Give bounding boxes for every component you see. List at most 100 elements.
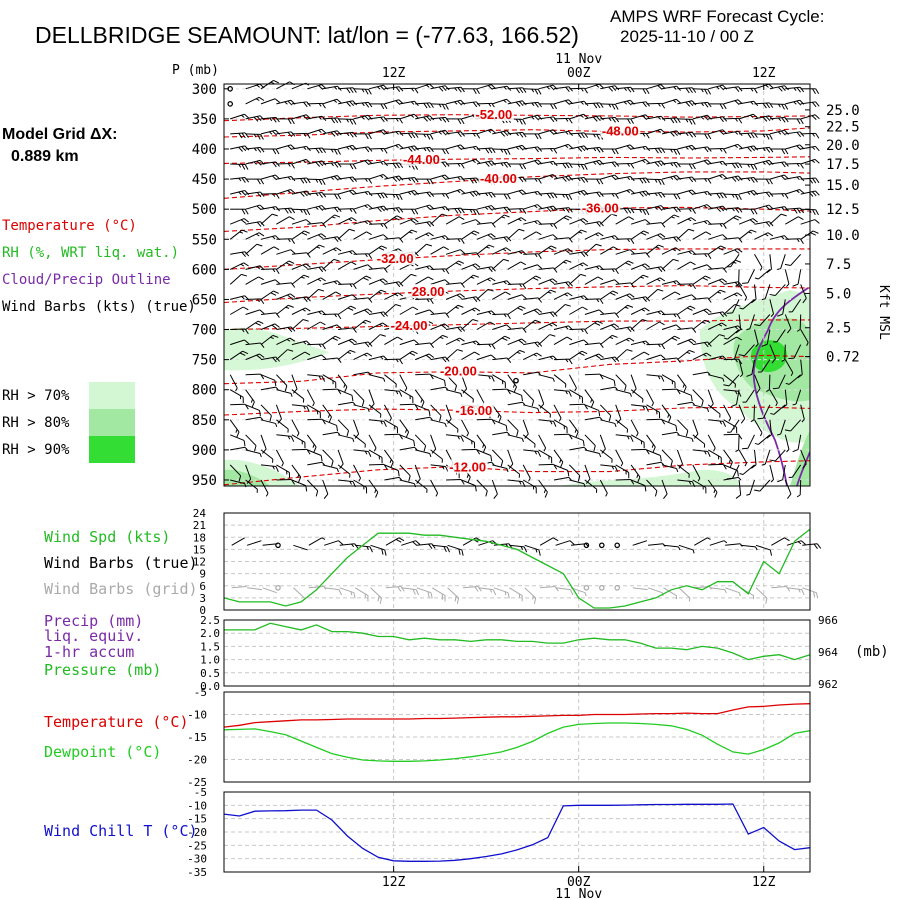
wind-barb-111 [769, 116, 789, 123]
wind-barb-666-flag [549, 334, 556, 337]
wind-barb-315-flag [414, 208, 419, 215]
wind-barb-664-flag [518, 339, 524, 345]
wind-barb-501-flag [352, 283, 357, 290]
wind-barb-368-flag [645, 219, 651, 224]
wind-barb-79-flag [287, 118, 292, 125]
wind-barb-322-staff [507, 208, 523, 210]
wind-barb-209-staff [523, 159, 538, 165]
wind-barb-448 [692, 253, 712, 259]
windchill-ytick-6: -5 [194, 786, 207, 799]
legend-rh-swatch-2 [89, 436, 135, 463]
wind-barb-261-flag [750, 177, 755, 183]
wind-barb-632-staff [600, 323, 615, 330]
wind-barb-747-staff [615, 374, 627, 386]
wind-barb-874 [230, 434, 246, 447]
wind-barb-471-staff [461, 263, 476, 270]
wind-barb-24-flag [614, 85, 620, 91]
wind-barb-537 [306, 288, 325, 300]
wind-barb-871-flag [766, 434, 772, 439]
true-barb-20-staff [539, 537, 554, 546]
wind-barb-280-halfflag [457, 190, 461, 194]
wind-barb-851-halfflag [466, 432, 469, 437]
wind-barb-422-staff [291, 252, 307, 255]
wind-barb-403 [584, 232, 604, 240]
wind-barb-267-staff [245, 191, 261, 195]
wind-barb-68-halfflag [700, 102, 705, 107]
grid-barb-21 [555, 587, 574, 596]
wind-barb-308 [291, 208, 311, 216]
wind-barb-874-flag [243, 440, 246, 447]
wind-barb-365-flag [596, 221, 601, 227]
wind-barb-531-staff [800, 284, 807, 299]
wind-barb-614-flag [336, 324, 342, 330]
wind-barb-181-staff [677, 144, 693, 150]
wind-barb-747 [615, 374, 627, 392]
wind-barb-189-flag [815, 146, 820, 152]
wind-barb-132-staff [507, 131, 523, 135]
wind-barb-364-flag [583, 218, 589, 223]
wind-barb-826-flag [668, 416, 672, 423]
wind-barb-481-flag [627, 260, 634, 264]
wind-barb-180-staff [661, 148, 678, 151]
wind-barb-225-flag [781, 162, 786, 168]
true-barb-12-flag [428, 543, 433, 550]
wind-barb-55-halfflag [503, 99, 507, 103]
wind-barb-168-flag [485, 148, 490, 154]
wind-barb-772-flag [421, 401, 425, 408]
wind-barb-648-flag [272, 334, 279, 338]
wind-barb-393-staff [430, 235, 446, 240]
wind-barb-779-flag [531, 400, 535, 407]
wind-barb-136-flag [577, 133, 582, 139]
wind-barb-159-halfflag [346, 146, 350, 150]
wind-barb-556 [600, 290, 619, 300]
wind-barb-885-flag [413, 440, 416, 447]
wind-barb-727-flag [321, 376, 326, 382]
wind-barb-864-flag [675, 425, 678, 432]
wind-barb-636-staff [661, 324, 677, 330]
wind-barb-23 [584, 83, 604, 90]
wind-barb-371-halfflag [687, 218, 692, 222]
wind-barb-158-staff [322, 148, 338, 151]
wind-ytick-7: 21 [193, 519, 206, 532]
wind-barb-472 [476, 266, 496, 273]
wind-barb-172-halfflag [549, 148, 553, 152]
wind-barb-563 [707, 289, 726, 300]
wind-barb-228-halfflag [238, 177, 242, 182]
wind-barb-805-halfflag [352, 401, 356, 406]
wind-barb-771 [399, 389, 414, 404]
wind-barb-56-flag [522, 100, 527, 106]
wind-barb-702-halfflag [516, 351, 521, 354]
wind-barb-882 [353, 434, 366, 448]
wind-barb-482 [630, 263, 650, 270]
wind-barb-540 [353, 297, 373, 303]
wind-barb-802-staff [291, 404, 307, 407]
wind-barb-646-flag [244, 339, 250, 345]
wind-barb-442 [600, 246, 619, 255]
wind-barb-127-staff [430, 129, 446, 135]
wind-barb-479-staff [584, 265, 600, 270]
wind-barb-563-halfflag [717, 291, 722, 294]
wind-barb-395-staff [461, 230, 475, 240]
wind-barb-702-staff [507, 349, 520, 360]
wind-barb-638-flag [704, 319, 711, 323]
wind-barb-552-staff [538, 289, 551, 300]
wind-barb-678 [723, 336, 742, 346]
wind-barb-781 [553, 389, 572, 397]
height-tick-1: 22.5 [826, 120, 860, 136]
wind-barb-818-halfflag [549, 413, 551, 418]
wind-barb-372-staff [692, 220, 708, 225]
wind-barb-341-flag [812, 209, 816, 215]
wind-barb-273-flag [349, 190, 355, 196]
grid-barb-37-flag [815, 592, 819, 599]
wind-barb-454-staff [780, 254, 786, 269]
wind-barb-419-flag [256, 243, 263, 247]
wind-barb-73-flag [784, 104, 789, 110]
wind-barb-7-flag [349, 87, 354, 94]
wind-barb-348 [322, 214, 341, 225]
wind-barb-296-halfflag [704, 191, 708, 196]
wind-barb-573-flag [288, 304, 294, 308]
wind-barb-652 [322, 335, 341, 346]
wind-barb-546-staff [445, 293, 461, 300]
wind-barb-824-flag [645, 406, 649, 412]
wind-barb-470 [445, 260, 465, 270]
